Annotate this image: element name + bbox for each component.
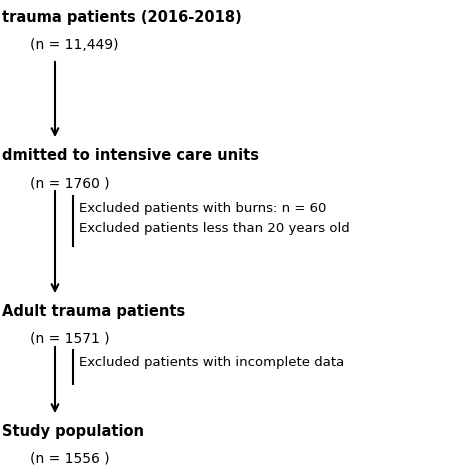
Text: (n = 11,449): (n = 11,449)	[30, 38, 118, 52]
Text: dmitted to intensive care units: dmitted to intensive care units	[2, 148, 259, 163]
Text: trauma patients (2016-2018): trauma patients (2016-2018)	[2, 10, 242, 25]
Text: (n = 1556 ): (n = 1556 )	[30, 452, 109, 466]
Text: Excluded patients with incomplete data: Excluded patients with incomplete data	[79, 356, 344, 369]
Text: Study population: Study population	[2, 424, 144, 439]
Text: (n = 1760 ): (n = 1760 )	[30, 176, 109, 190]
Text: Adult trauma patients: Adult trauma patients	[2, 304, 185, 319]
Text: Excluded patients less than 20 years old: Excluded patients less than 20 years old	[79, 222, 350, 235]
Text: (n = 1571 ): (n = 1571 )	[30, 332, 109, 346]
Text: Excluded patients with burns: n = 60: Excluded patients with burns: n = 60	[79, 202, 327, 215]
